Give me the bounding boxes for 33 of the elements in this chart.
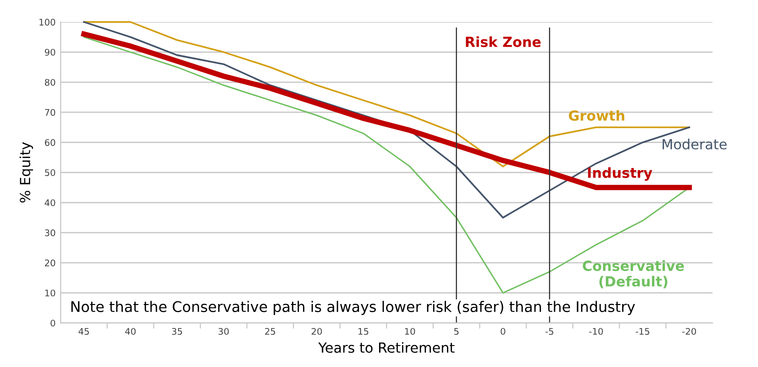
x-tick-label: -15	[636, 328, 650, 335]
y-tick-label: 80	[44, 78, 56, 86]
x-tick-label: 15	[358, 328, 368, 335]
x-tick-label: 5	[454, 328, 459, 335]
x-tick-label: 30	[218, 328, 229, 335]
x-tick-label: 40	[125, 328, 136, 335]
x-tick-label: 0	[500, 328, 506, 335]
x-tick-label: -5	[545, 328, 554, 335]
series-label: Moderate	[662, 138, 727, 150]
y-tick-label: 10	[45, 290, 56, 296]
x-tick-label: 20	[312, 328, 322, 335]
x-tick-label: 25	[265, 328, 276, 335]
y-tick-label: 60	[44, 139, 56, 146]
annotation: Risk Zone	[466, 36, 541, 48]
x-tick-label: 10	[405, 328, 416, 335]
series-label: Growth	[568, 110, 624, 121]
y-tick-label: 40	[44, 199, 56, 206]
annotation: Note that the Conservative path is always lower risk (safer) than the Industry	[71, 300, 635, 315]
y-tick-label: 90	[44, 48, 56, 56]
y-tick-label: 50	[44, 169, 56, 176]
y-tick-label: 0	[50, 320, 56, 327]
y-tick-label: 100	[40, 18, 56, 26]
series-label: Conservative (Default)	[582, 260, 684, 288]
x-axis-title: Years to Retirement	[318, 342, 455, 353]
x-tick-label: 45	[78, 328, 89, 335]
x-tick-label: -20	[682, 328, 696, 335]
y-tick-label: 70	[45, 109, 56, 116]
x-tick-label: -10	[589, 328, 603, 335]
y-tick-label: 20	[44, 260, 56, 266]
y-tick-label: 30	[44, 229, 56, 236]
x-tick-label: 35	[172, 328, 182, 335]
series-label: Industry	[588, 167, 652, 181]
y-axis-title: % Equity	[20, 142, 33, 202]
